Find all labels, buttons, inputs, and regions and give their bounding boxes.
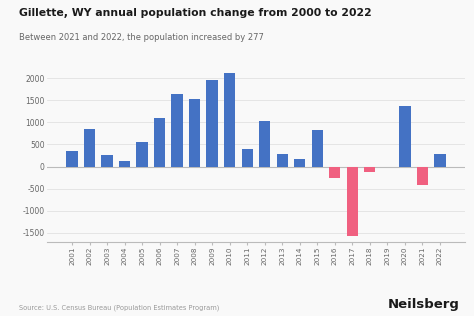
Bar [207, 80, 218, 167]
Text: Gillette, WY annual population change from 2000 to 2022: Gillette, WY annual population change fr… [19, 8, 372, 18]
Bar [119, 161, 130, 167]
Bar [399, 106, 410, 167]
Bar [329, 167, 340, 178]
Bar [346, 167, 358, 236]
Bar [137, 142, 148, 167]
Bar [417, 167, 428, 185]
Bar [276, 154, 288, 167]
Bar [434, 154, 446, 167]
Bar [154, 118, 165, 167]
Bar [294, 159, 305, 167]
Text: Source: U.S. Census Bureau (Population Estimates Program): Source: U.S. Census Bureau (Population E… [19, 305, 219, 311]
Bar [84, 129, 95, 167]
Text: Between 2021 and 2022, the population increased by 277: Between 2021 and 2022, the population in… [19, 33, 264, 42]
Bar [364, 167, 375, 172]
Bar [66, 151, 78, 167]
Bar [224, 73, 236, 167]
Bar [101, 155, 113, 167]
Text: Neilsberg: Neilsberg [388, 298, 460, 311]
Bar [189, 99, 201, 167]
Bar [172, 94, 183, 167]
Bar [242, 149, 253, 167]
Bar [311, 130, 323, 167]
Bar [259, 121, 270, 167]
